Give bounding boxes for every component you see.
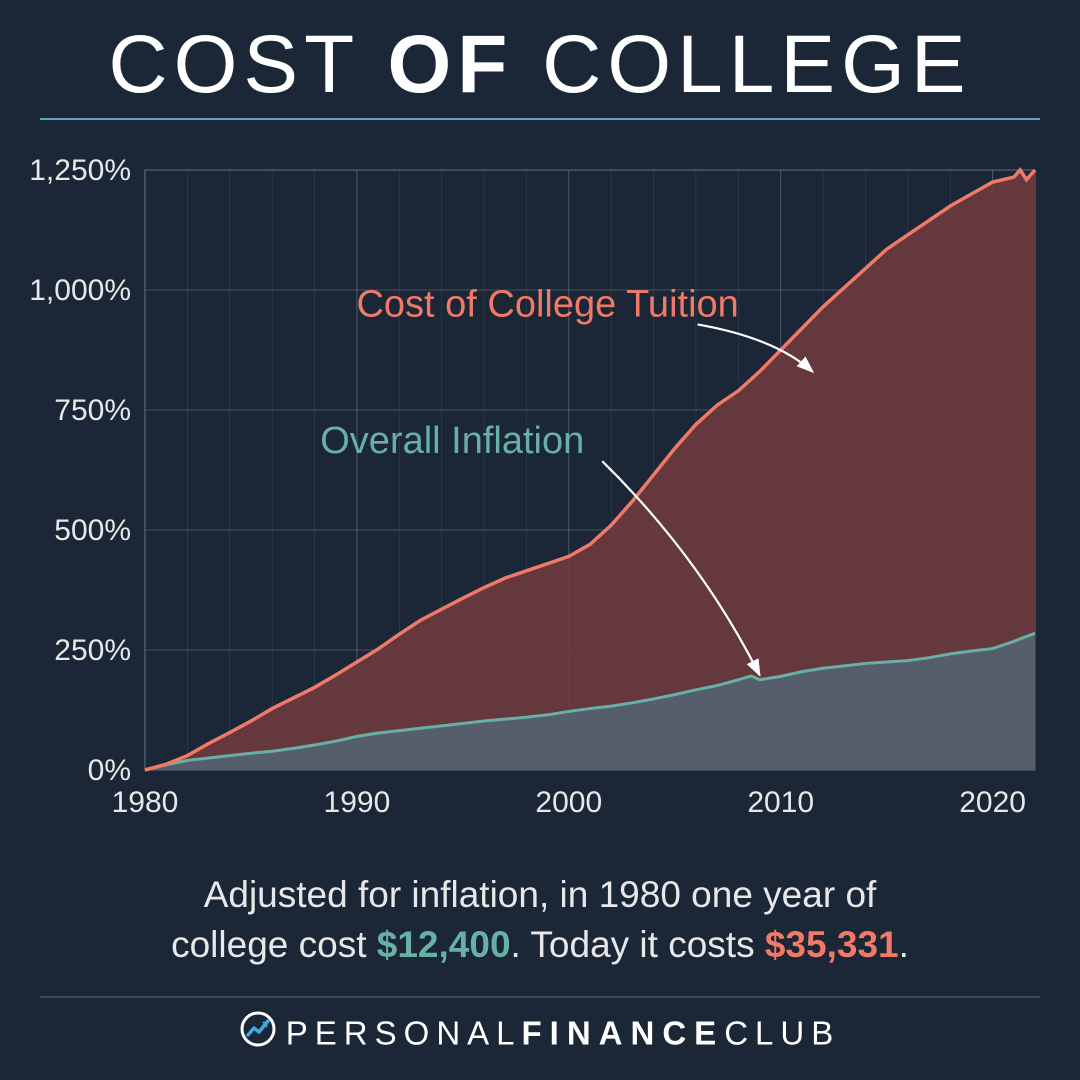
chart-svg: 0% 250% 500% 750% 1,000% 1,250% 1980 1990 2000 20… [30, 150, 1050, 840]
caption-line2b: . Today it costs [511, 924, 765, 965]
caption: Adjusted for inflation, in 1980 one year… [60, 870, 1020, 970]
inflation-label: Overall Inflation [320, 420, 584, 462]
title-bold: OF [388, 19, 514, 110]
brand-footer: PERSONALFINANCECLUB [40, 996, 1040, 1058]
svg-text:1,000%: 1,000% [30, 274, 131, 307]
page-title: COST OF COLLEGE [40, 18, 1040, 120]
svg-text:2020: 2020 [959, 786, 1026, 819]
svg-text:1980: 1980 [112, 786, 179, 819]
caption-line2c: . [899, 924, 909, 965]
svg-text:2010: 2010 [747, 786, 814, 819]
footer-post: CLUB [724, 1015, 840, 1052]
caption-amount-today: $35,331 [765, 924, 899, 965]
tuition-label: Cost of College Tuition [356, 283, 738, 325]
brand-logo-icon [240, 1011, 276, 1055]
title-pre: COST [108, 19, 387, 110]
svg-text:500%: 500% [54, 514, 131, 547]
caption-line1: Adjusted for inflation, in 1980 one year… [204, 874, 877, 915]
title-post: COLLEGE [513, 19, 971, 110]
svg-text:750%: 750% [54, 394, 131, 427]
svg-text:0%: 0% [88, 754, 131, 787]
caption-amount-1980: $12,400 [377, 924, 511, 965]
caption-line2a: college cost [171, 924, 377, 965]
svg-text:1,250%: 1,250% [30, 154, 131, 187]
cost-of-college-chart: 0% 250% 500% 750% 1,000% 1,250% 1980 1990 2000 20… [30, 150, 1050, 840]
footer-pre: PERSONAL [286, 1015, 522, 1052]
svg-text:1990: 1990 [324, 786, 391, 819]
footer-bold: FINANCE [522, 1015, 725, 1052]
svg-text:2000: 2000 [535, 786, 602, 819]
svg-text:250%: 250% [54, 634, 131, 667]
